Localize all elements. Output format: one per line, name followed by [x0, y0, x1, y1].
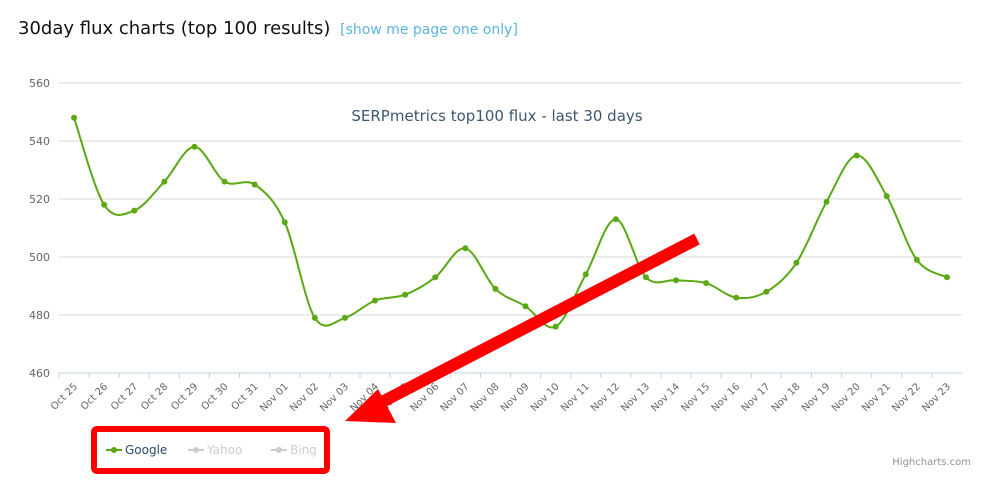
x-tick-label: Oct 25	[49, 381, 80, 412]
chart-title: SERPmetrics top100 flux - last 30 days	[351, 107, 642, 125]
point	[402, 291, 409, 298]
y-tick-label: 540	[29, 135, 50, 148]
point	[582, 271, 589, 278]
series-line	[73, 117, 948, 329]
x-tick-label: Oct 28	[139, 381, 170, 412]
point	[281, 219, 288, 226]
point	[883, 193, 890, 200]
x-tick-label: Oct 29	[169, 381, 200, 412]
credits: Highcharts.com	[892, 457, 971, 468]
arrow-head	[345, 389, 396, 423]
x-tick-label: Nov 16	[710, 381, 743, 414]
x-tick-label: Nov 23	[920, 381, 953, 414]
page-one-link[interactable]: [show me page one only]	[340, 22, 518, 38]
point	[673, 277, 680, 284]
x-tick-label: Nov 08	[469, 381, 502, 414]
x-tick-label: Nov 11	[559, 381, 592, 414]
point	[522, 303, 529, 310]
legend-label: Google	[125, 443, 167, 457]
point	[733, 294, 740, 301]
x-tick-label: Nov 02	[288, 381, 321, 414]
x-tick-label: Nov 07	[439, 381, 472, 414]
x-tick-label: Nov 19	[800, 381, 833, 414]
x-tick-label: Nov 09	[499, 381, 532, 414]
point	[221, 178, 228, 185]
point	[763, 288, 770, 295]
legend-label: Yahoo	[206, 443, 242, 457]
legend-item[interactable]: Bing	[271, 443, 317, 457]
heading: 30day flux charts (top 100 results)	[18, 18, 331, 39]
x-tick-label: Oct 27	[109, 381, 140, 412]
point	[703, 280, 710, 287]
highlight-box	[91, 426, 330, 474]
point	[101, 201, 108, 208]
point	[823, 198, 830, 205]
x-tick-label: Nov 03	[318, 381, 351, 414]
point	[642, 274, 649, 281]
y-tick-label: 500	[29, 251, 50, 264]
point	[793, 259, 800, 266]
point	[191, 143, 198, 150]
y-tick-label: 480	[29, 309, 50, 322]
x-tick-label: Oct 31	[230, 381, 261, 412]
legend-label: Bing	[290, 443, 317, 457]
x-tick-label: Nov 13	[619, 381, 652, 414]
point	[853, 152, 860, 159]
x-tick-label: Nov 18	[770, 381, 803, 414]
x-tick-label: Nov 14	[649, 381, 682, 414]
x-tick-label: Nov 17	[740, 381, 773, 414]
legend-symbol	[276, 447, 282, 453]
x-tick-label: Oct 30	[199, 381, 230, 412]
heading-row: 30day flux charts (top 100 results) [sho…	[18, 18, 518, 39]
x-tick-label: Nov 10	[529, 381, 562, 414]
point	[372, 297, 379, 304]
x-tick-label: Nov 20	[830, 381, 863, 414]
point	[943, 274, 950, 281]
point	[311, 314, 318, 321]
point	[131, 207, 138, 214]
point	[161, 178, 168, 185]
point	[462, 245, 469, 252]
legend-symbol	[193, 447, 199, 453]
y-tick-label: 460	[29, 367, 50, 380]
point	[913, 256, 920, 263]
arrow-shaft	[375, 233, 700, 410]
point	[71, 114, 78, 121]
legend-item[interactable]: Yahoo	[188, 443, 242, 457]
point	[432, 274, 439, 281]
legend-symbol	[111, 447, 117, 453]
x-tick-label: Nov 12	[589, 381, 622, 414]
legend-item[interactable]: Google	[106, 443, 167, 457]
point	[251, 181, 258, 188]
point	[612, 216, 619, 223]
y-tick-label: 520	[29, 193, 50, 206]
x-tick-label: Nov 21	[860, 381, 893, 414]
x-tick-label: Nov 15	[679, 381, 712, 414]
point	[492, 285, 499, 292]
y-tick-label: 560	[29, 77, 50, 90]
x-tick-label: Nov 01	[258, 381, 291, 414]
x-tick-label: Nov 22	[890, 381, 923, 414]
point	[552, 323, 559, 330]
x-tick-label: Oct 26	[79, 381, 110, 412]
point	[341, 314, 348, 321]
